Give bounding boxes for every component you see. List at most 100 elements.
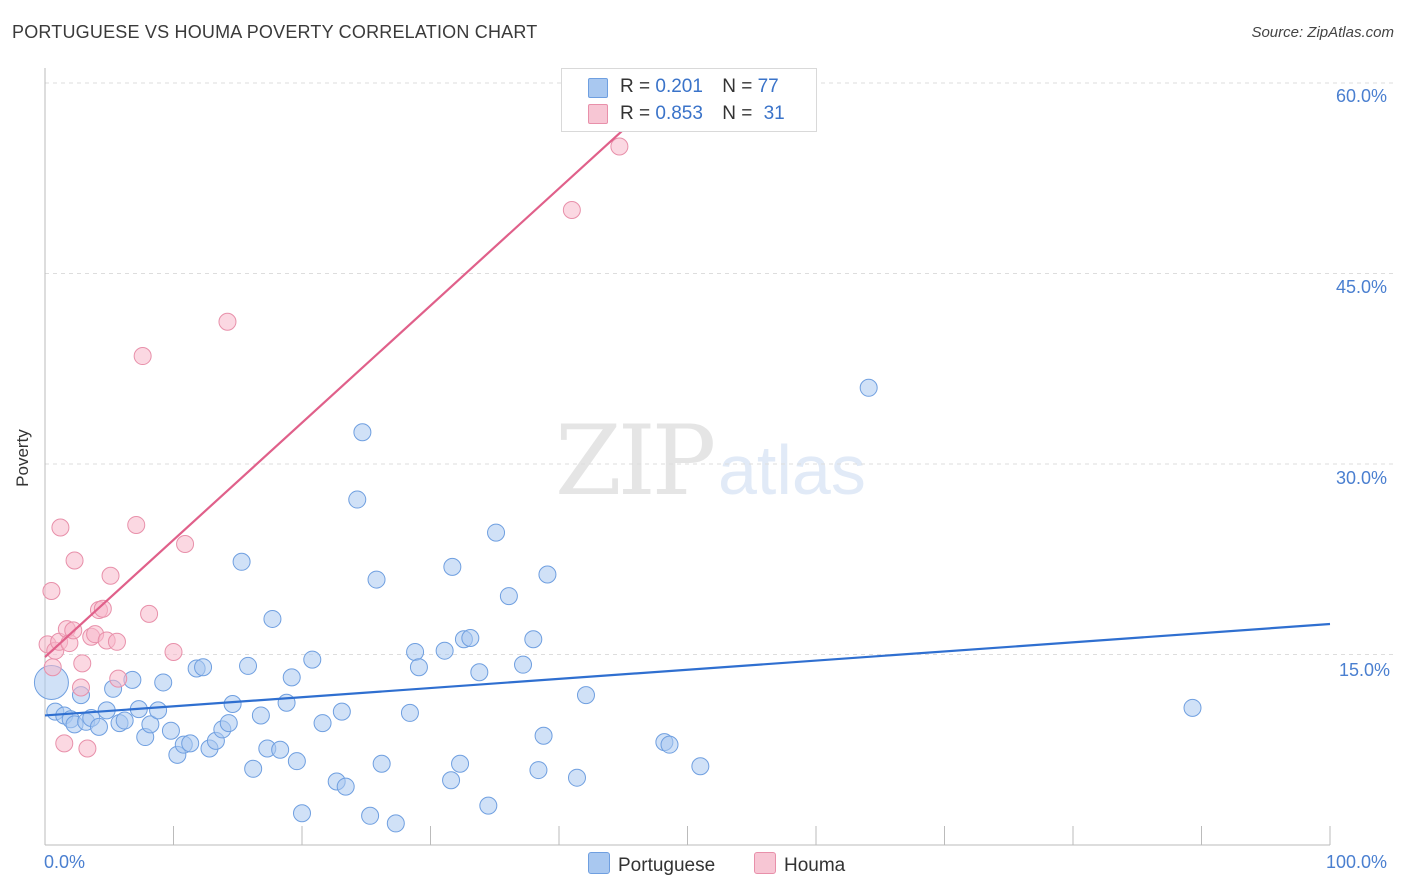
portuguese-point bbox=[461, 628, 480, 647]
portuguese-point bbox=[538, 565, 557, 584]
houma-point bbox=[140, 604, 159, 623]
houma-point bbox=[42, 582, 61, 600]
portuguese-point bbox=[499, 587, 518, 606]
portuguese-point bbox=[406, 642, 425, 661]
legend-portuguese-label: Portuguese bbox=[618, 855, 716, 876]
portuguese-point bbox=[251, 706, 270, 725]
portuguese-point bbox=[244, 759, 263, 778]
houma-r-label: R = bbox=[620, 103, 651, 124]
houma-point bbox=[610, 137, 629, 156]
portuguese-point bbox=[115, 711, 134, 730]
houma-point bbox=[65, 551, 84, 570]
houma-point bbox=[55, 734, 74, 753]
portuguese-point bbox=[1183, 698, 1202, 717]
portuguese-point bbox=[149, 701, 168, 720]
portuguese-point bbox=[332, 702, 351, 721]
y-tick-label-45: 45.0% bbox=[1336, 277, 1388, 297]
portuguese-point bbox=[534, 726, 553, 745]
houma-point bbox=[133, 347, 152, 366]
houma-point bbox=[164, 642, 183, 661]
portuguese-point bbox=[386, 814, 405, 833]
legend-portuguese: Portuguese bbox=[588, 852, 715, 877]
portuguese-point bbox=[442, 771, 461, 790]
portuguese-point bbox=[287, 752, 306, 771]
portuguese-point bbox=[409, 658, 428, 677]
houma-stats: R = 0.853 N = 31 bbox=[620, 103, 785, 125]
houma-point bbox=[43, 658, 62, 677]
watermark-zip: ZIP bbox=[555, 405, 716, 517]
portuguese-point bbox=[443, 557, 462, 576]
houma-point bbox=[107, 632, 126, 651]
chart-title: PORTUGUESE VS HOUMA POVERTY CORRELATION … bbox=[12, 22, 538, 42]
portuguese-point bbox=[282, 668, 301, 687]
houma-point bbox=[109, 669, 128, 688]
houma-legend-swatch bbox=[588, 104, 608, 124]
portuguese-point bbox=[313, 714, 332, 733]
legend-houma-label: Houma bbox=[784, 855, 846, 876]
houma-point bbox=[71, 678, 90, 697]
portuguese-legend-swatch bbox=[588, 78, 608, 98]
portuguese-r-value: 0.201 bbox=[655, 76, 703, 97]
portuguese-point bbox=[223, 695, 242, 714]
portuguese-point bbox=[353, 423, 372, 442]
watermark-atlas: atlas bbox=[718, 431, 866, 509]
portuguese-point bbox=[293, 804, 311, 823]
portuguese-point bbox=[487, 523, 506, 542]
portuguese-point bbox=[479, 796, 498, 815]
y-tick-label-15: 15.0% bbox=[1339, 660, 1391, 680]
houma-trend-line bbox=[44, 82, 676, 658]
portuguese-point bbox=[161, 721, 180, 740]
houma-n-label: N = bbox=[722, 103, 753, 124]
portuguese-point bbox=[361, 806, 380, 825]
portuguese-r-label: R = bbox=[620, 76, 651, 97]
portuguese-point bbox=[372, 754, 391, 773]
portuguese-point bbox=[181, 734, 200, 753]
portuguese-stats: R = 0.201 N = 77 bbox=[620, 76, 779, 98]
houma-n-value: 31 bbox=[763, 103, 785, 124]
portuguese-point bbox=[470, 663, 489, 682]
portuguese-point bbox=[263, 609, 282, 628]
portuguese-point bbox=[529, 761, 548, 780]
portuguese-point bbox=[194, 658, 213, 677]
houma-point bbox=[176, 535, 195, 554]
portuguese-point bbox=[567, 768, 586, 787]
portuguese-point bbox=[514, 655, 533, 674]
y-axis-title: Poverty bbox=[12, 429, 32, 487]
portuguese-n-value: 77 bbox=[757, 76, 779, 97]
houma-r-value: 0.853 bbox=[655, 103, 703, 124]
portuguese-point bbox=[219, 714, 238, 733]
legend-houma: Houma bbox=[754, 852, 845, 877]
legend-houma-swatch bbox=[754, 852, 776, 874]
portuguese-point bbox=[524, 630, 543, 649]
legend-portuguese-swatch bbox=[588, 852, 610, 874]
source-label: Source: ZipAtlas.com bbox=[1251, 24, 1394, 41]
y-tick-label-60: 60.0% bbox=[1336, 86, 1388, 106]
portuguese-trend-line bbox=[44, 622, 1331, 717]
portuguese-point bbox=[451, 754, 470, 773]
y-tick-label-30: 30.0% bbox=[1336, 468, 1388, 488]
portuguese-n-label: N = bbox=[722, 76, 753, 97]
houma-point bbox=[78, 739, 97, 758]
portuguese-point bbox=[239, 656, 258, 675]
houma-point bbox=[218, 312, 237, 331]
houma-point bbox=[93, 599, 112, 618]
portuguese-point bbox=[154, 673, 173, 692]
portuguese-point bbox=[303, 650, 322, 669]
portuguese-point bbox=[89, 717, 108, 736]
houma-point bbox=[73, 654, 92, 673]
portuguese-point bbox=[141, 715, 160, 734]
stats-legend: R = 0.201 N = 77 R = 0.853 N = 31 bbox=[561, 68, 817, 132]
houma-point bbox=[562, 201, 581, 219]
portuguese-point bbox=[367, 570, 386, 589]
x-tick-label-min: 0.0% bbox=[44, 852, 86, 872]
portuguese-point bbox=[691, 757, 710, 776]
portuguese-point bbox=[859, 378, 878, 397]
portuguese-point bbox=[336, 777, 355, 796]
portuguese-point bbox=[435, 641, 454, 660]
portuguese-point bbox=[271, 740, 290, 759]
portuguese-point bbox=[348, 490, 367, 509]
houma-point bbox=[101, 566, 120, 585]
houma-point bbox=[51, 518, 70, 537]
portuguese-point bbox=[400, 703, 419, 722]
